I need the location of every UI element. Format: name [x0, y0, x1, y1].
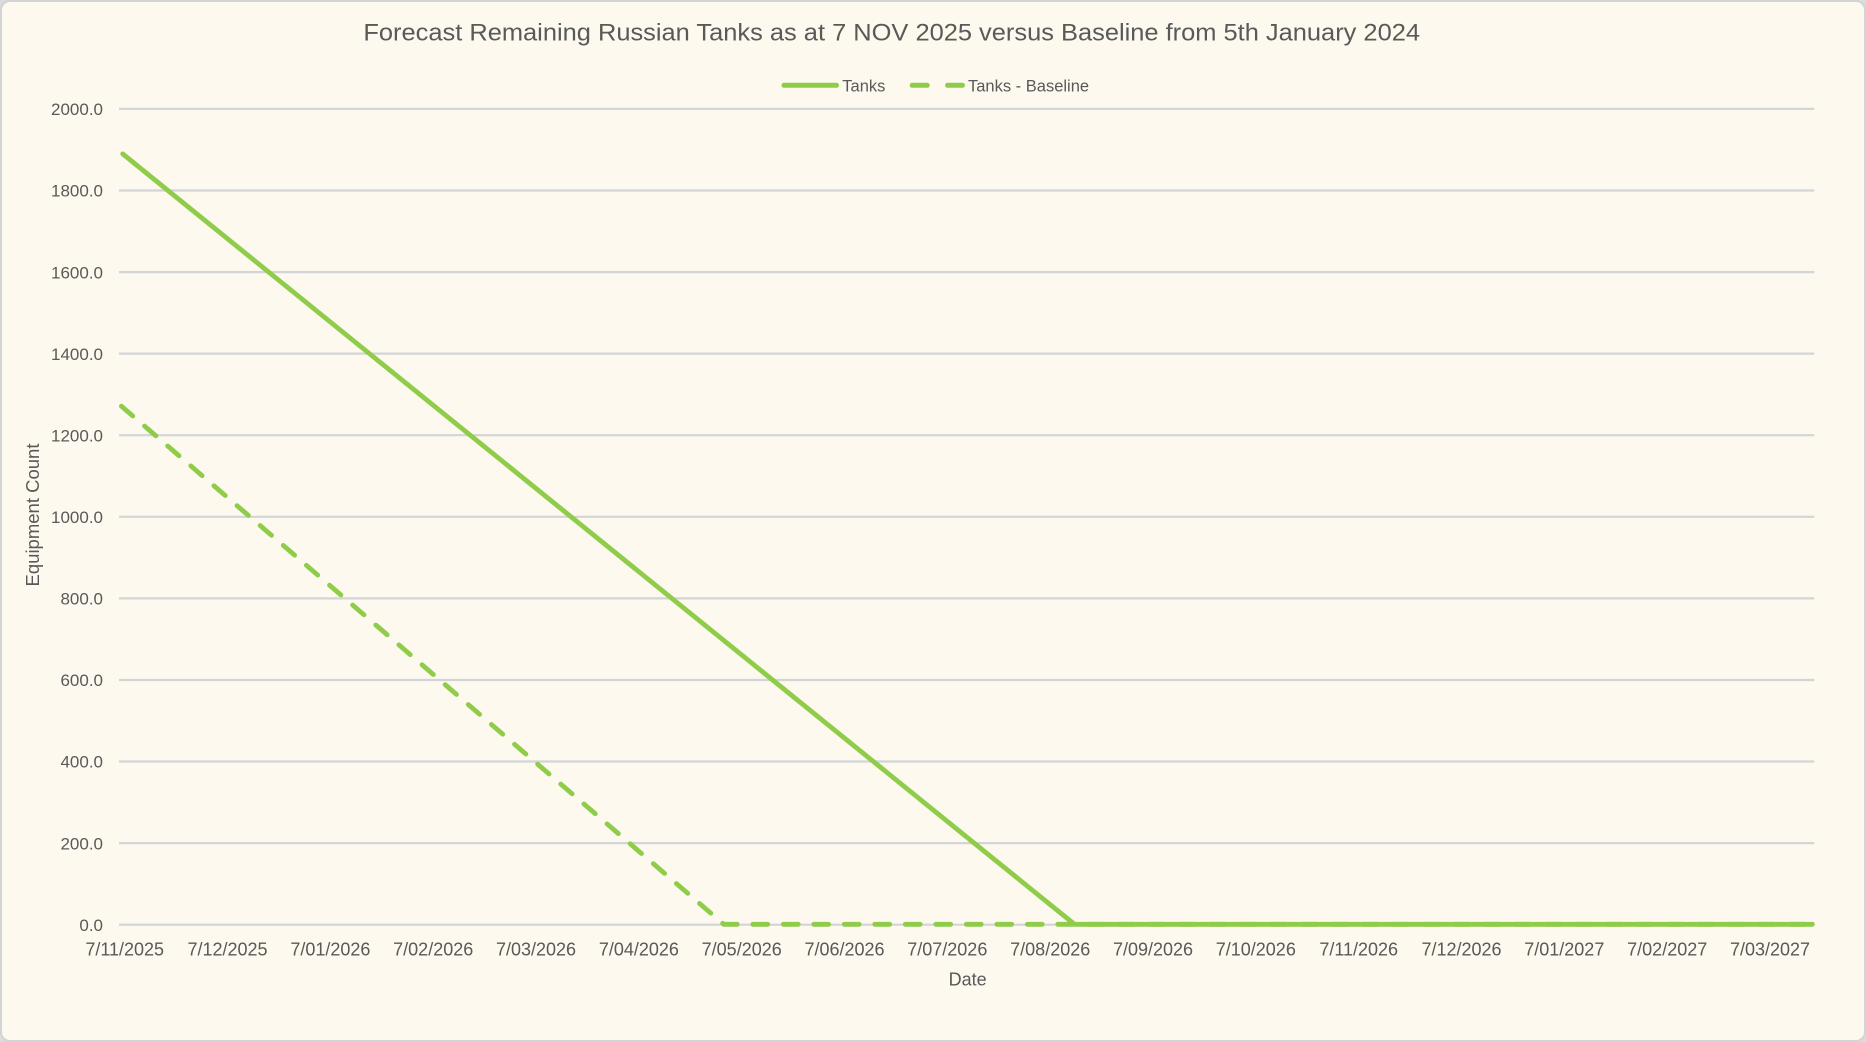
svg-text:200.0: 200.0: [60, 834, 103, 853]
svg-text:7/02/2027: 7/02/2027: [1627, 939, 1707, 959]
svg-text:7/07/2026: 7/07/2026: [907, 939, 987, 959]
svg-text:7/09/2026: 7/09/2026: [1113, 939, 1193, 959]
svg-text:1600.0: 1600.0: [51, 263, 103, 282]
svg-text:7/08/2026: 7/08/2026: [1010, 939, 1090, 959]
svg-text:7/11/2026: 7/11/2026: [1319, 939, 1398, 959]
svg-text:7/02/2026: 7/02/2026: [393, 939, 473, 959]
svg-text:1000.0: 1000.0: [51, 508, 103, 527]
svg-text:400.0: 400.0: [60, 753, 103, 772]
svg-text:7/11/2025: 7/11/2025: [85, 939, 164, 959]
svg-text:Equipment Count: Equipment Count: [22, 444, 43, 587]
svg-text:7/01/2027: 7/01/2027: [1524, 939, 1604, 959]
svg-text:7/04/2026: 7/04/2026: [599, 939, 679, 959]
svg-text:Date: Date: [949, 969, 987, 989]
svg-text:0.0: 0.0: [79, 916, 103, 935]
svg-text:800.0: 800.0: [60, 590, 103, 609]
svg-text:7/03/2026: 7/03/2026: [496, 939, 576, 959]
svg-text:600.0: 600.0: [60, 671, 103, 690]
svg-text:7/12/2025: 7/12/2025: [187, 939, 267, 959]
svg-text:7/12/2026: 7/12/2026: [1421, 939, 1501, 959]
svg-text:7/10/2026: 7/10/2026: [1216, 939, 1296, 959]
svg-text:7/01/2026: 7/01/2026: [290, 939, 370, 959]
svg-text:1800.0: 1800.0: [51, 182, 103, 201]
svg-text:7/06/2026: 7/06/2026: [804, 939, 884, 959]
svg-text:1200.0: 1200.0: [51, 426, 103, 445]
svg-text:7/05/2026: 7/05/2026: [702, 939, 782, 959]
svg-text:Tanks - Baseline: Tanks - Baseline: [968, 78, 1089, 96]
svg-text:7/03/2027: 7/03/2027: [1730, 939, 1810, 959]
svg-text:Forecast Remaining Russian Tan: Forecast Remaining Russian Tanks as at 7…: [363, 19, 1420, 46]
svg-text:1400.0: 1400.0: [51, 345, 103, 364]
svg-text:Tanks: Tanks: [842, 78, 885, 96]
svg-text:2000.0: 2000.0: [51, 100, 103, 119]
